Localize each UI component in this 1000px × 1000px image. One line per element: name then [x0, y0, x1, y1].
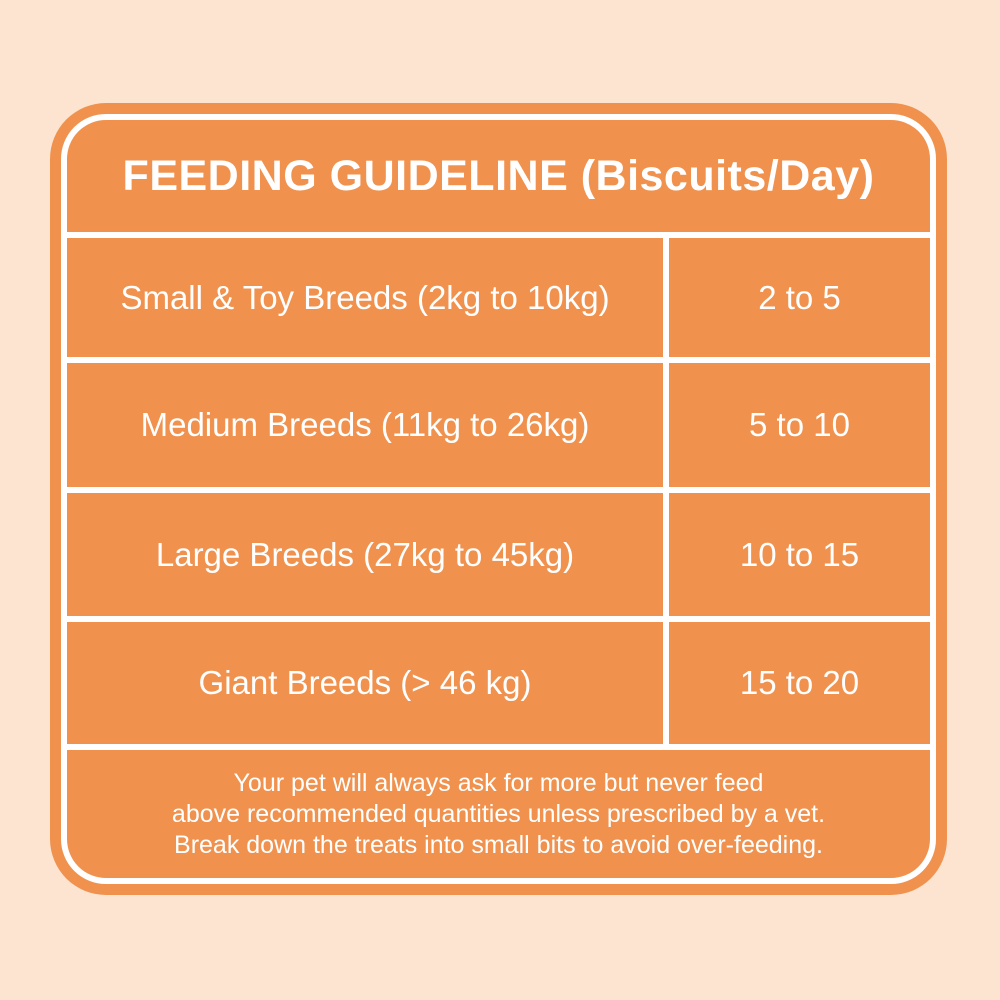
breed-cell-giant: Giant Breeds (> 46 kg)	[198, 664, 532, 701]
quantity-cell-medium: 5 to 10	[663, 363, 930, 487]
page-title: FEEDING GUIDELINE (Biscuits/Day)	[122, 151, 875, 200]
footer-note: Your pet will always ask for more but ne…	[67, 744, 930, 878]
table-row: Medium Breeds (11kg to 26kg) 5 to 10	[67, 357, 930, 487]
feeding-guideline-card: FEEDING GUIDELINE (Biscuits/Day) Small &…	[50, 103, 947, 895]
breed-cell-medium: Medium Breeds (11kg to 26kg)	[140, 406, 590, 443]
footer-line: above recommended quantities unless pres…	[171, 799, 826, 828]
quantity-cell-giant: 15 to 20	[663, 622, 930, 744]
footer-line: Break down the treats into small bits to…	[174, 830, 823, 859]
card-inner-border: FEEDING GUIDELINE (Biscuits/Day) Small &…	[61, 114, 936, 884]
breed-cell-large: Large Breeds (27kg to 45kg)	[155, 535, 575, 573]
table-row: Giant Breeds (> 46 kg) 15 to 20	[67, 616, 930, 744]
title-row: FEEDING GUIDELINE (Biscuits/Day)	[67, 120, 930, 232]
quantity-cell-small-toy: 2 to 5	[663, 238, 930, 357]
table-row: Large Breeds (27kg to 45kg) 10 to 15	[67, 487, 930, 616]
breed-cell-small-toy: Small & Toy Breeds (2kg to 10kg)	[120, 278, 610, 316]
footer-line: Your pet will always ask for more but ne…	[233, 768, 764, 797]
quantity-cell-large: 10 to 15	[663, 493, 930, 616]
table-row: Small & Toy Breeds (2kg to 10kg) 2 to 5	[67, 232, 930, 357]
